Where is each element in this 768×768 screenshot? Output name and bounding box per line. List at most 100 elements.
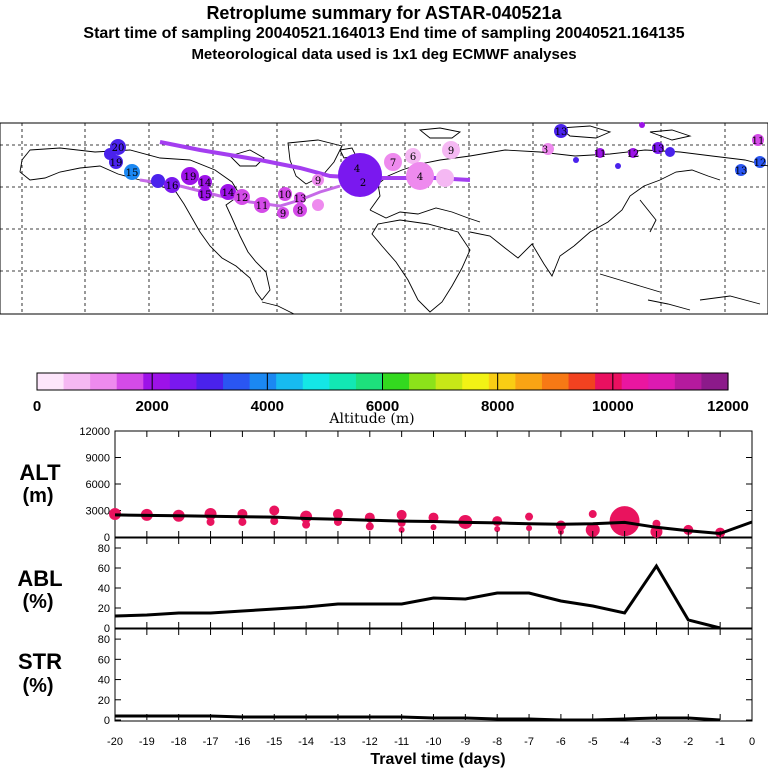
plume-cluster — [735, 164, 747, 176]
map-cluster-label: 6 — [410, 152, 416, 163]
str-line — [115, 714, 721, 722]
plume-cluster — [109, 155, 123, 169]
map-cluster-label: 9 — [315, 176, 321, 187]
colorbar-swatch — [90, 373, 118, 390]
x-tick-label: -4 — [620, 736, 630, 748]
alt-cluster-point — [585, 522, 600, 537]
x-tick-label: -18 — [171, 736, 187, 748]
colorbar-swatch — [674, 373, 703, 390]
y-tick-label: 20 — [98, 695, 110, 707]
map-cluster-label: 14 — [222, 188, 235, 199]
x-tick-label: -20 — [107, 736, 123, 748]
str-unit-label: (%) — [22, 675, 53, 697]
colorbar-swatch — [462, 373, 490, 390]
x-tick-label: -12 — [362, 736, 378, 748]
colorbar-swatch — [276, 373, 304, 390]
alt-cluster-point — [302, 520, 311, 529]
colorbar-swatch — [435, 373, 463, 390]
plume-cluster — [234, 189, 250, 205]
meteo-info: Meteorological data used is 1x1 deg ECMW… — [191, 46, 577, 63]
map-cluster-label: 7 — [390, 158, 396, 169]
colorbar-swatch — [409, 373, 437, 390]
colorbar-tick-label: 2000 — [135, 398, 168, 415]
colorbar-swatch — [302, 373, 330, 390]
y-tick-label: 40 — [98, 583, 110, 595]
y-tick-label: 0 — [104, 623, 110, 635]
map-grid — [0, 123, 768, 314]
alt-cluster-point — [206, 517, 215, 526]
y-tick-label: 40 — [98, 675, 110, 687]
colorbar-swatch — [329, 373, 357, 390]
colorbar-swatch — [595, 373, 623, 390]
plume-cluster — [652, 142, 664, 154]
abl-y-axis: 0 20 40 60 80 — [98, 543, 752, 635]
coastlines — [19, 125, 768, 315]
str-label: STR — [18, 649, 62, 674]
map-cluster-label: 9 — [280, 209, 286, 220]
map-cluster-label: 19 — [184, 172, 197, 183]
alt-cluster-point — [430, 524, 437, 531]
plume-cluster — [198, 175, 212, 189]
x-tick-label: -17 — [203, 736, 219, 748]
y-tick-label: 80 — [98, 543, 110, 555]
colorbar-swatch — [63, 373, 91, 390]
plume-cluster — [312, 174, 324, 186]
alt-cluster-point — [365, 522, 374, 531]
plume-cluster — [338, 153, 382, 197]
colorbar-swatch — [196, 373, 224, 390]
alt-unit-label: (m) — [22, 485, 53, 507]
colorbar-tick-label: 10000 — [592, 398, 634, 415]
x-tick-label: -8 — [492, 736, 502, 748]
x-tick-label: -14 — [298, 736, 314, 748]
alt-cluster-point — [494, 526, 501, 533]
colorbar-swatch — [488, 373, 516, 390]
str-y-axis: 0 20 40 60 80 — [98, 634, 752, 727]
abl-label: ABL — [17, 566, 62, 591]
plume-cluster — [639, 122, 645, 128]
colorbar-swatch — [568, 373, 596, 390]
plume-cluster — [542, 143, 554, 155]
y-tick-label: 0 — [104, 715, 110, 727]
x-tick-label: -15 — [266, 736, 282, 748]
plume-cluster — [124, 164, 140, 180]
plume-cluster — [164, 177, 180, 193]
x-axis: -20 -19 -18 -17 -16 -15 -14 -13 -12 -11 -10 -9 -8 -7-… — [107, 431, 755, 748]
alt-cluster-point — [269, 505, 280, 516]
y-tick-label: 60 — [98, 563, 110, 575]
map-cluster-label: 12 — [236, 193, 249, 204]
map-cluster-label: 15 — [126, 168, 139, 179]
plume-cluster — [277, 207, 289, 219]
colorbar-tick-label: 6000 — [366, 398, 399, 415]
colorbar-swatch — [541, 373, 570, 390]
map-cluster-label: 12 — [627, 149, 640, 160]
alt-cluster-point — [398, 526, 405, 533]
plume-cluster — [615, 163, 621, 169]
x-tick-label: -7 — [524, 736, 534, 748]
map-cluster-label: 14 — [199, 178, 212, 189]
map-cluster-label: 2 — [360, 178, 366, 189]
alt-cluster-point — [525, 512, 534, 521]
map-cluster-label: 11 — [256, 201, 269, 212]
map-cluster-label: 16 — [166, 181, 179, 192]
plume-cluster — [294, 192, 306, 204]
sampling-times: Start time of sampling 20040521.164013 E… — [83, 25, 685, 42]
y-tick-label: 80 — [98, 634, 110, 646]
plume-cluster — [278, 187, 292, 201]
map-cluster-label: 15 — [199, 190, 212, 201]
map-cluster-label: 12 — [754, 158, 767, 169]
plume-cluster — [436, 169, 454, 187]
map-cluster-label: 10 — [279, 190, 292, 201]
x-tick-label: -6 — [556, 736, 566, 748]
x-tick-label: -19 — [139, 736, 155, 748]
colorbar-swatch — [382, 373, 410, 390]
alt-panel-labels: ALT (m) — [19, 460, 61, 507]
colorbar-swatch — [37, 373, 65, 390]
colorbar-swatch — [143, 373, 171, 390]
y-tick-label: 60 — [98, 654, 110, 666]
map-cluster-label: 8 — [297, 206, 303, 217]
map-cluster-label: 4 — [354, 164, 360, 175]
plume-clusters — [104, 122, 766, 219]
colorbar-swatch — [648, 373, 676, 390]
